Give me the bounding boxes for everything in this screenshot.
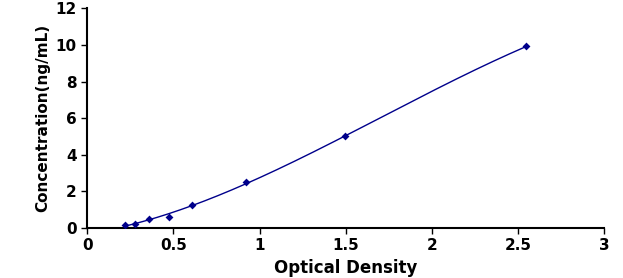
Point <box>144 217 154 222</box>
Point <box>120 223 130 227</box>
Point <box>241 180 251 184</box>
Point <box>521 44 531 49</box>
Point <box>340 134 350 139</box>
Y-axis label: Concentration(ng/mL): Concentration(ng/mL) <box>35 24 50 212</box>
Point <box>130 222 140 226</box>
Point <box>164 214 174 219</box>
X-axis label: Optical Density: Optical Density <box>274 259 417 277</box>
Point <box>187 203 197 207</box>
